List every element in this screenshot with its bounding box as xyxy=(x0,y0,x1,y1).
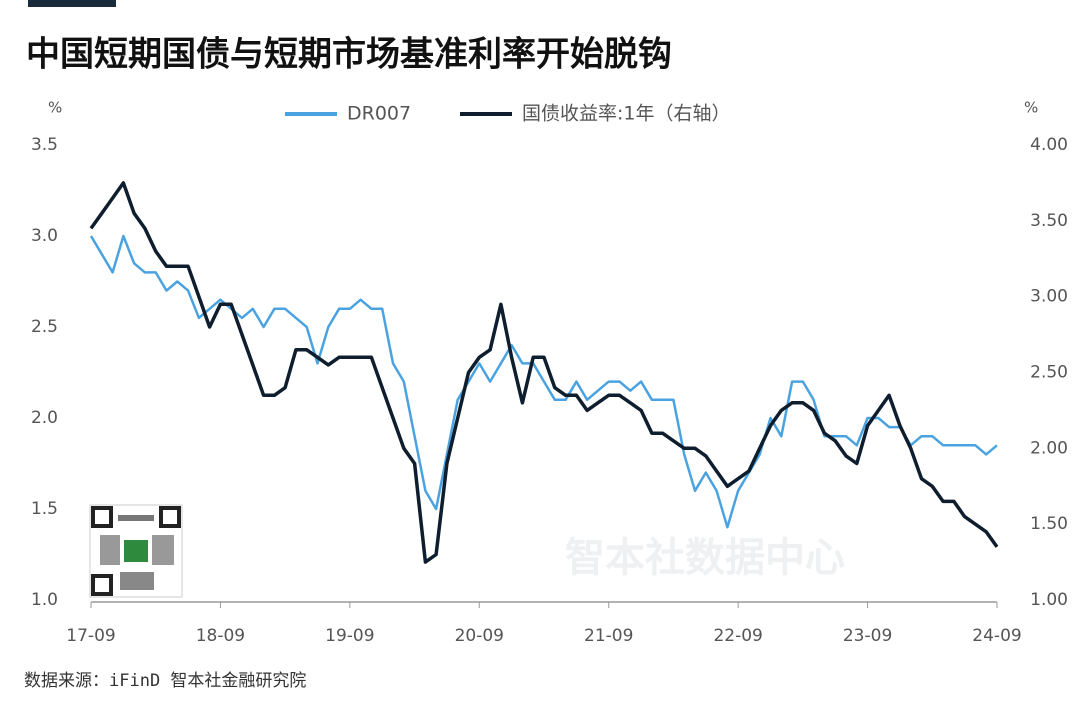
chart-title: 中国短期国债与短期市场基准利率开始脱钩 xyxy=(26,35,672,75)
y-tick-label: 2.5 xyxy=(31,317,58,337)
x-tick-label: 20-09 xyxy=(455,626,504,646)
x-tick-label: 17-09 xyxy=(66,626,115,646)
y2-tick-label: 3.00 xyxy=(1030,287,1068,307)
x-tick-label: 19-09 xyxy=(325,626,374,646)
y-tick-label: 1.5 xyxy=(31,499,58,519)
y2-unit: % xyxy=(1024,99,1038,117)
y-tick-label: 3.0 xyxy=(31,226,58,246)
legend-label: 国债收益率:1年（右轴） xyxy=(522,103,731,125)
x-tick-label: 21-09 xyxy=(584,626,633,646)
y2-tick-label: 1.50 xyxy=(1030,514,1068,534)
y2-tick-label: 1.00 xyxy=(1030,590,1068,610)
series-line xyxy=(89,181,999,564)
x-tick-label: 22-09 xyxy=(713,626,762,646)
y-tick-label: 3.5 xyxy=(31,135,58,155)
y2-tick-label: 3.50 xyxy=(1030,211,1068,231)
qr-code xyxy=(89,504,183,598)
y2-tick-label: 2.50 xyxy=(1030,363,1068,383)
x-tick-label: 18-09 xyxy=(196,626,245,646)
decor-bar xyxy=(28,0,116,7)
y-tick-label: 2.0 xyxy=(31,408,58,428)
x-tick-label: 24-09 xyxy=(972,626,1021,646)
y-unit: % xyxy=(48,99,62,117)
y-tick-label: 1.0 xyxy=(31,590,58,610)
series-line xyxy=(89,234,998,529)
y2-tick-label: 2.00 xyxy=(1030,438,1068,458)
x-tick-label: 23-09 xyxy=(843,626,892,646)
watermark: 智本社数据中心 xyxy=(565,535,845,581)
source-note: 数据来源：iFinD 智本社金融研究院 xyxy=(24,671,306,691)
legend-label: DR007 xyxy=(347,103,411,125)
y2-tick-label: 4.00 xyxy=(1030,135,1068,155)
